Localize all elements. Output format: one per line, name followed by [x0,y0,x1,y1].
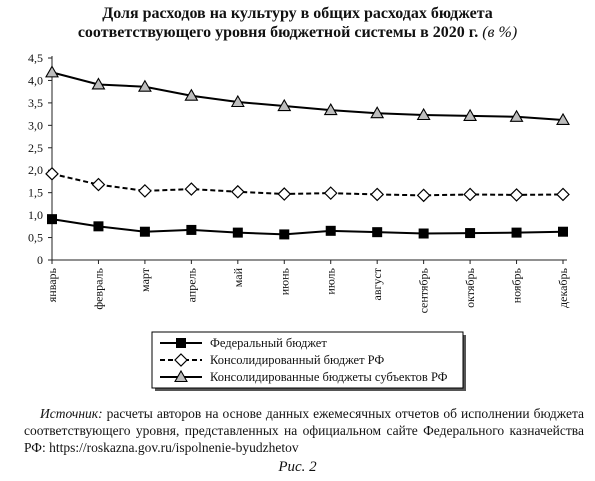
data-point-square [279,229,290,240]
y-tick-label: 2,0 [28,163,43,177]
x-tick-label: январь [45,267,59,302]
source-note: Источник: расчеты авторов на основе данн… [24,405,584,456]
data-point-diamond [91,177,106,192]
title-line-2: соответствующего уровня бюджетной систем… [0,23,595,42]
x-tick-label: февраль [91,267,105,309]
data-point-square [511,227,522,238]
source-lead: Источник: [40,406,103,421]
data-point-triangle [416,107,431,121]
y-tick-label: 3,0 [28,118,43,132]
legend-marker-triangle [174,369,188,383]
legend: Федеральный бюджет Консолидированный бюдж… [151,331,466,391]
y-tick-label: 4,0 [28,73,43,87]
series-lines [51,71,564,236]
data-point-triangle [463,108,478,121]
data-point-triangle [509,109,524,122]
x-tick-label: август [370,267,384,300]
y-tick-label: 1,0 [28,208,43,222]
series-markers [45,65,570,240]
line-chart: 0 0,5 1,0 1,5 2,0 2,5 3,0 3,5 4,0 4,5 январь феврал… [28,51,570,391]
data-point-diamond [370,187,385,202]
x-tick-label: декабрь [556,267,570,308]
data-point-diamond [184,182,199,196]
data-point-diamond [556,187,570,202]
legend-label-2: Консолидированный бюджет РФ [210,353,384,367]
y-tick-label: 0 [37,253,43,267]
data-point-triangle [91,77,106,90]
data-point-square [325,225,336,236]
data-point-square [372,227,383,238]
legend-label-1: Федеральный бюджет [210,336,327,350]
y-tick-label: 4,5 [28,51,43,65]
x-tick-label: октябрь [463,267,477,307]
data-point-triangle [370,106,385,119]
y-tick-label: 2,5 [28,141,43,155]
series-line-1 [51,218,564,236]
x-tick-label: май [231,267,245,287]
series-line-3 [51,71,564,121]
data-point-square [186,224,197,235]
data-point-diamond [230,184,245,199]
title-line-1: Доля расходов на культуру в общих расход… [102,5,493,22]
x-tick-label: апрель [184,267,198,302]
data-point-square [93,221,104,232]
data-point-square [418,228,429,239]
data-point-square [139,226,150,237]
chart-title: Доля расходов на культуру в общих расход… [0,4,595,42]
data-point-triangle [277,98,292,112]
data-point-diamond [323,186,338,200]
data-point-square [558,226,568,237]
data-point-diamond [463,187,477,202]
x-tick-label: март [138,267,152,292]
data-point-triangle [45,65,59,78]
data-point-diamond [277,187,292,201]
data-point-square [465,228,476,239]
data-point-square [232,227,243,238]
data-point-triangle [230,94,245,108]
data-point-triangle [184,88,199,101]
legend-label-3: Консолидированные бюджеты субъектов РФ [210,370,448,384]
data-point-diamond [416,188,431,203]
y-tick-label: 1,5 [28,186,43,200]
x-tick-label: июнь [277,267,291,295]
y-tick-label: 0,5 [28,231,43,245]
data-point-triangle [137,79,152,92]
legend-box [151,331,464,389]
data-point-triangle [323,102,338,116]
data-point-diamond [45,166,59,181]
x-tick-label: июль [324,267,338,294]
title-line-2-text: соответствующего уровня бюджетной систем… [77,24,479,41]
data-point-square [47,214,57,225]
chart-axes: 0 0,5 1,0 1,5 2,0 2,5 3,0 3,5 4,0 4,5 январь феврал… [28,51,570,313]
source-text: расчеты авторов на основе данных ежемеся… [24,406,584,455]
x-tick-label: сентябрь [417,267,431,313]
legend-marker-diamond [174,353,188,367]
y-tick-label: 3,5 [28,96,43,110]
x-tick-label: ноябрь [510,267,524,303]
figure-caption: Рис. 2 [278,459,317,475]
legend-marker-square [176,338,186,348]
series-line-2 [51,172,564,197]
data-point-diamond [509,188,524,202]
title-unit: (в %) [482,24,518,41]
data-point-triangle [556,112,570,125]
data-point-diamond [138,184,152,198]
